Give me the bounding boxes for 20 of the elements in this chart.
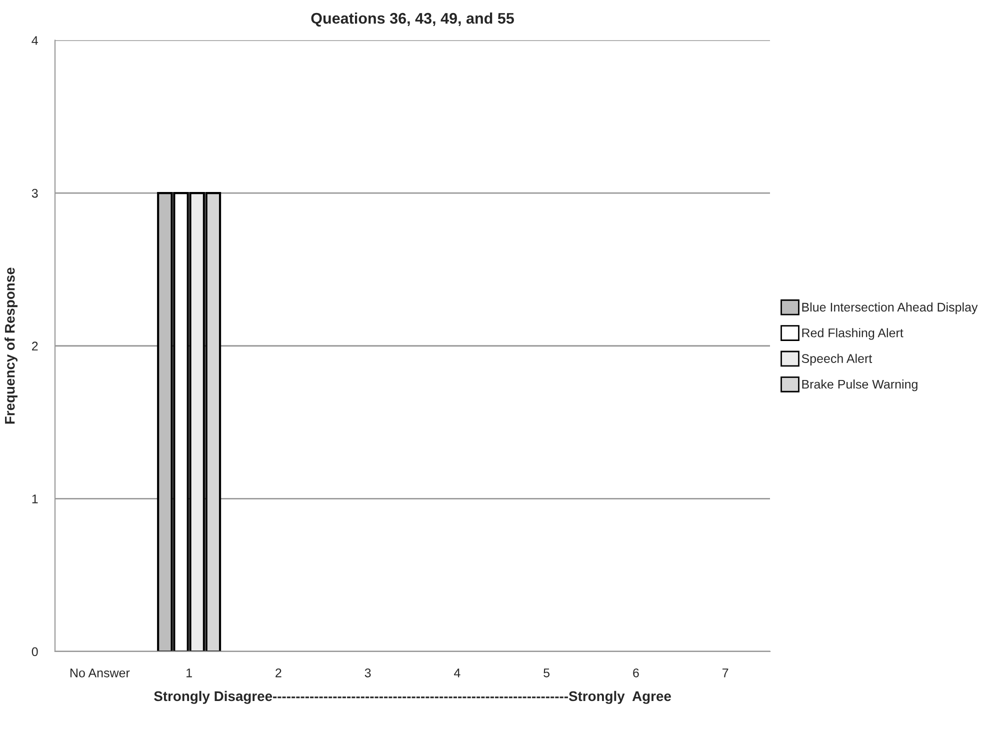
x-tick-label: 7 — [722, 668, 728, 678]
y-tick-label: 4 — [32, 36, 38, 45]
x-axis-title: Strongly Disagree----------------------------------------------------------------Strongly Agree — [154, 690, 671, 704]
legend-label: Speech Alert — [802, 354, 872, 366]
x-tick-label: 6 — [633, 668, 639, 678]
x-tick-label: 5 — [544, 668, 550, 678]
y-axis-title: Frequency of Response — [4, 268, 18, 424]
x-tick-label: 1 — [186, 668, 192, 678]
y-tick-label: 0 — [32, 647, 38, 656]
x-tick-label: 3 — [364, 668, 371, 678]
legend-label: Blue Intersection Ahead Display — [802, 302, 978, 314]
y-tick-label: 1 — [32, 494, 38, 504]
x-tick-label: 2 — [276, 668, 282, 678]
x-tick-label: No Answer — [70, 668, 130, 678]
chart-title: Queations 36, 43, 49, and 55 — [311, 12, 514, 27]
legend-label: Brake Pulse Warning — [802, 380, 918, 392]
y-tick-label: 2 — [32, 342, 38, 350]
legend-label: Red Flashing Alert — [802, 328, 904, 340]
x-tick-label: 4 — [454, 668, 460, 678]
y-tick-label: 3 — [32, 188, 38, 198]
